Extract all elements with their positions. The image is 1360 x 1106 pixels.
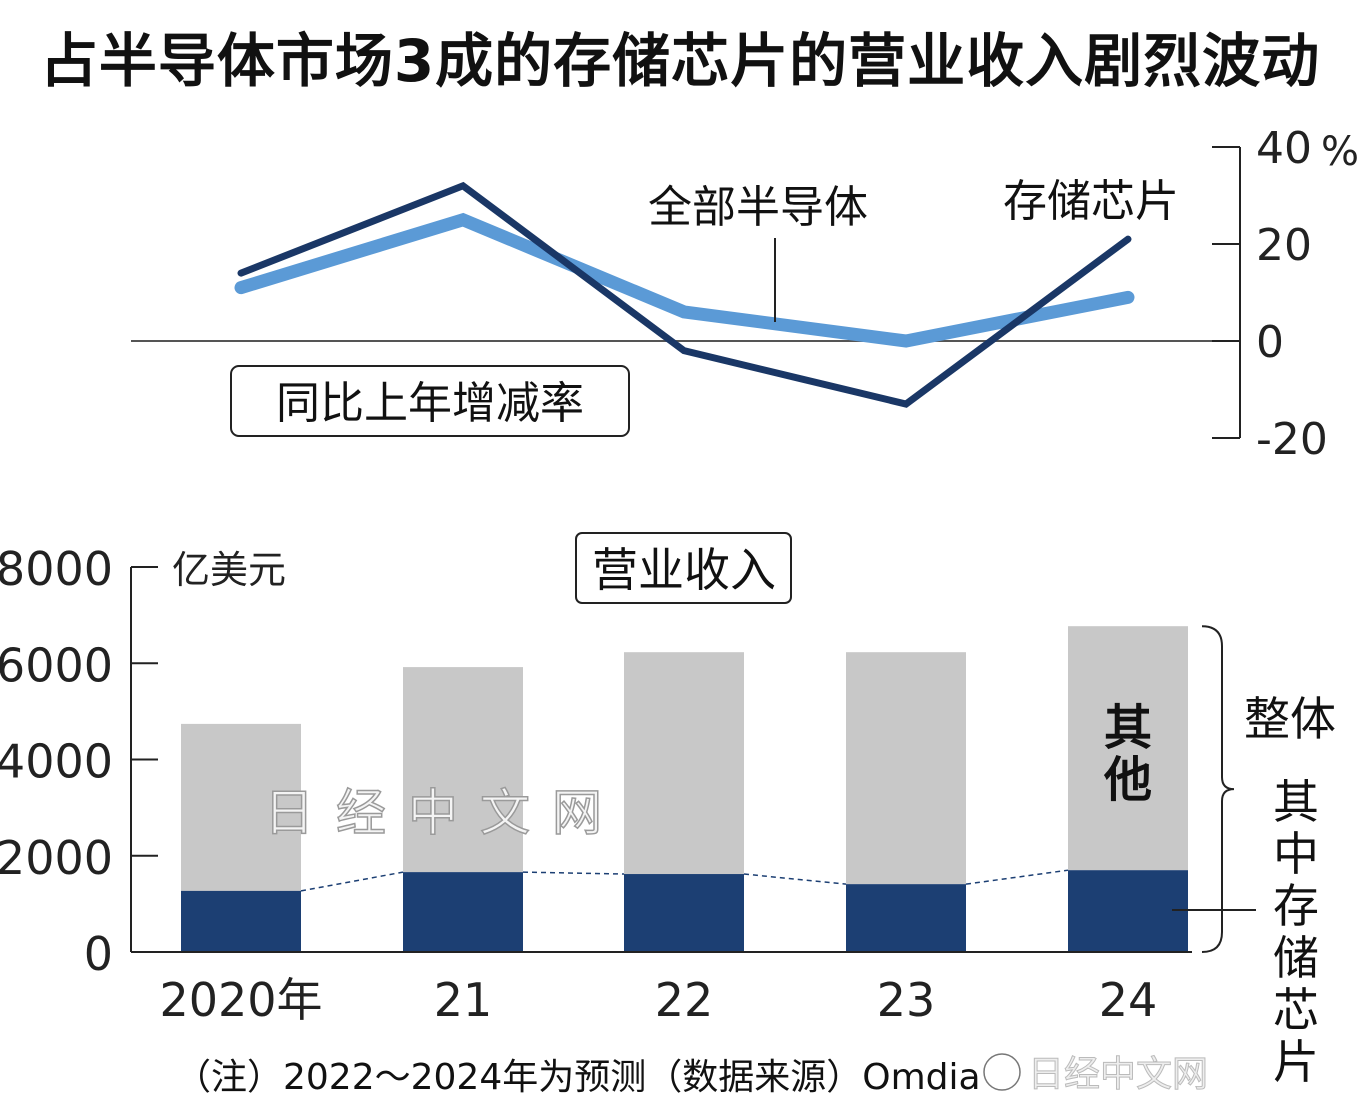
- data-point: [462, 218, 464, 221]
- series-label-memory-bar: 存: [1273, 879, 1319, 933]
- series-label-all-semiconductors: 全部半导体: [648, 182, 868, 233]
- chart-title: 占半导体市场3成的存储芯片的营业收入剧烈波动: [39, 27, 1321, 95]
- y-tick-label: 8000: [0, 542, 113, 596]
- data-point: [1127, 238, 1129, 241]
- memory-trend-dashed-line: [522, 871, 625, 875]
- total-brace: [1201, 625, 1235, 953]
- bar-other: [1068, 626, 1188, 871]
- series-label-other: 其: [1104, 700, 1152, 756]
- total-label: 整体: [1244, 692, 1336, 746]
- bar-memory: [846, 884, 966, 952]
- line-title-box: [230, 365, 630, 437]
- bar-other: [181, 723, 301, 891]
- x-tick-label: 23: [877, 973, 936, 1027]
- y-tick-label: 20: [1256, 220, 1312, 271]
- series-label-other: 他: [1103, 752, 1152, 808]
- series-label-memory-bar: 其: [1273, 775, 1319, 829]
- y-tick-label: 4000: [0, 735, 113, 789]
- series-label-memory-bar: 芯: [1273, 983, 1319, 1037]
- memory-trend-dashed-line: [300, 871, 404, 892]
- x-tick-label: 22: [655, 973, 714, 1027]
- bar-other: [846, 652, 966, 885]
- line-chart-title: 同比上年增减率: [276, 378, 584, 429]
- watermark-corner: 日经中文网: [1028, 1054, 1208, 1095]
- data-point: [683, 349, 685, 352]
- bar-chart-title: 营业收入: [592, 543, 776, 597]
- bar-other: [403, 667, 523, 873]
- y-tick-label: 0: [84, 927, 113, 981]
- y-tick-label: 6000: [0, 638, 113, 692]
- data-point: [683, 310, 685, 313]
- y-axis-unit: 亿美元: [172, 548, 286, 592]
- data-point: [905, 340, 907, 342]
- bar-other: [624, 652, 744, 875]
- data-point: [240, 286, 242, 289]
- x-tick-label: 24: [1099, 973, 1158, 1027]
- bar-title-box: [575, 532, 792, 604]
- y-tick-label: 0: [1256, 317, 1284, 368]
- memory-trend-dashed-line: [743, 873, 847, 885]
- y-tick-label: 2000: [0, 831, 113, 885]
- series-label-memory-bar: 中: [1273, 827, 1319, 881]
- data-point: [462, 184, 464, 187]
- series-label-memory-bar: 片: [1273, 1035, 1319, 1089]
- bar-memory: [624, 874, 744, 952]
- watermark-logo: 日经中文网: [264, 784, 624, 842]
- bar-memory: [1068, 870, 1188, 952]
- x-tick-label: 2020年: [159, 973, 322, 1027]
- bar-memory: [181, 890, 301, 952]
- y-unit-label: %: [1321, 129, 1359, 175]
- bar-memory: [403, 872, 523, 952]
- series-label-memory-bar: 储: [1273, 931, 1319, 985]
- line-series-all-semiconductors: [234, 212, 1135, 348]
- series-label-memory: 存储芯片: [1003, 176, 1179, 227]
- y-tick-label: 40: [1256, 123, 1312, 174]
- memory-trend-dashed-line: [965, 869, 1069, 885]
- data-point: [1127, 296, 1129, 299]
- source-note: （注）2022～2024年为预测（数据来源）Omdia: [175, 1057, 981, 1098]
- x-tick-label: 21: [434, 973, 493, 1027]
- weibo-icon: [983, 1053, 1021, 1091]
- data-point: [240, 272, 242, 275]
- y-tick-label: -20: [1256, 414, 1328, 465]
- data-point: [905, 403, 907, 406]
